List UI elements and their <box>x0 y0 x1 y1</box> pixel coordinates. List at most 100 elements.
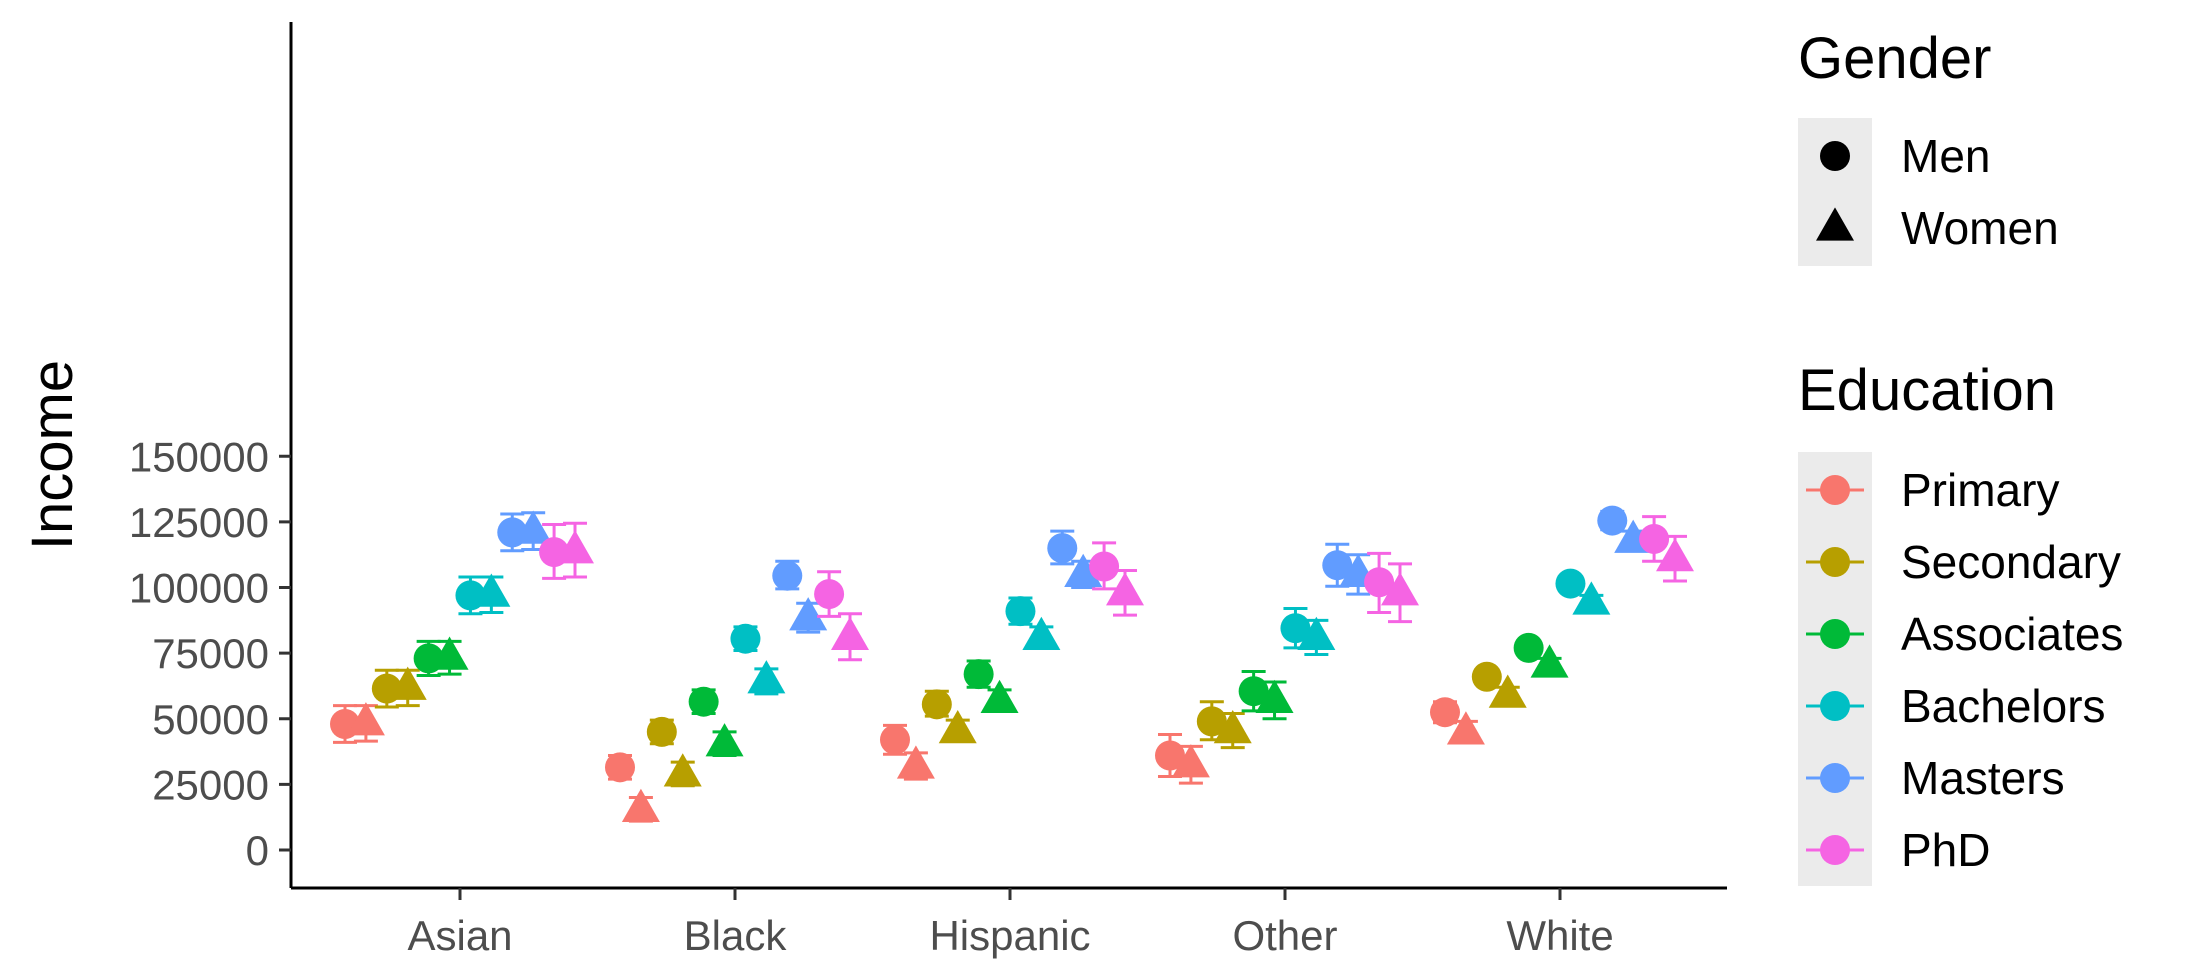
point-group-secondary-men-white <box>1471 661 1502 692</box>
point-masters-women-hispanic <box>1064 553 1103 588</box>
point-group-bachelors-men-black <box>730 623 761 654</box>
education-legend-label-masters: Masters <box>1901 752 2065 804</box>
point-group-secondary-men-hispanic <box>921 689 952 720</box>
point-group-primary-women-white <box>1446 711 1485 745</box>
point-primary-women-hispanic <box>896 745 935 779</box>
point-phd-men-other <box>1364 567 1395 598</box>
point-secondary-women-black <box>663 753 702 787</box>
point-phd-men-black <box>814 579 845 610</box>
y-tick-label: 100000 <box>129 565 269 612</box>
point-primary-men-black <box>605 752 635 783</box>
point-group-bachelors-women-white <box>1572 581 1611 615</box>
x-tick-label-white: White <box>1506 912 1613 959</box>
point-secondary-women-white <box>1488 674 1527 708</box>
gender-legend-title: Gender <box>1798 26 1991 91</box>
y-tick-label: 0 <box>246 827 269 874</box>
point-group-primary-women-other <box>1171 744 1210 785</box>
point-group-primary-women-hispanic <box>896 745 935 781</box>
point-group-associates-men-hispanic <box>963 659 994 690</box>
point-group-secondary-women-other <box>1213 709 1252 750</box>
point-group-masters-men-white <box>1597 505 1628 536</box>
point-group-secondary-women-hispanic <box>938 709 977 744</box>
point-secondary-women-hispanic <box>938 709 977 744</box>
point-associates-women-asian <box>430 636 469 670</box>
education-legend-label-secondary: Secondary <box>1901 536 2121 588</box>
point-masters-women-black <box>789 597 828 631</box>
education-legend-key-masters <box>1820 763 1850 793</box>
point-group-secondary-women-asian <box>388 666 427 708</box>
point-group-bachelors-women-other <box>1297 616 1336 656</box>
point-associates-men-other <box>1238 676 1269 707</box>
point-group-bachelors-men-hispanic <box>1005 596 1036 627</box>
y-tick-label: 125000 <box>129 499 269 546</box>
point-primary-men-white <box>1430 697 1460 728</box>
point-group-masters-men-black <box>772 559 803 591</box>
point-phd-women-hispanic <box>1106 572 1144 606</box>
point-bachelors-men-black <box>730 623 761 654</box>
point-group-phd-women-asian <box>556 521 594 579</box>
y-tick-label: 150000 <box>129 433 269 480</box>
point-group-bachelors-women-black <box>747 660 786 696</box>
point-secondary-men-hispanic <box>921 689 952 720</box>
education-legend-key-associates <box>1820 619 1850 649</box>
point-associates-women-other <box>1255 679 1294 714</box>
point-associates-women-black <box>705 723 744 757</box>
point-primary-women-white <box>1446 711 1485 745</box>
x-tick-label-other: Other <box>1232 912 1337 959</box>
point-group-associates-women-white <box>1530 644 1569 678</box>
y-tick-label: 75000 <box>152 630 269 677</box>
education-legend-title: Education <box>1798 358 2056 423</box>
education-legend-key-bachelors <box>1820 691 1850 721</box>
education-legend-label-phd: PhD <box>1901 824 1990 876</box>
x-tick-label-black: Black <box>684 912 788 959</box>
point-group-associates-women-hispanic <box>980 679 1019 714</box>
education-legend-key-bg <box>1798 452 1872 886</box>
point-group-phd-men-white <box>1639 515 1670 563</box>
point-group-phd-women-black <box>831 612 869 662</box>
point-group-primary-men-hispanic <box>880 723 910 756</box>
gender-legend-label-men: Men <box>1901 130 1990 182</box>
point-masters-women-asian <box>514 510 553 544</box>
point-associates-women-hispanic <box>980 679 1019 714</box>
point-phd-men-hispanic <box>1089 551 1120 582</box>
point-masters-men-white <box>1597 505 1628 536</box>
point-group-associates-women-other <box>1255 679 1294 721</box>
point-associates-men-hispanic <box>963 659 994 690</box>
point-bachelors-women-other <box>1297 616 1336 651</box>
education-legend-label-primary: Primary <box>1901 464 2059 516</box>
point-phd-men-white <box>1639 523 1670 554</box>
point-group-phd-women-white <box>1656 534 1694 583</box>
point-associates-men-black <box>688 686 719 717</box>
point-secondary-men-other <box>1196 706 1227 737</box>
point-group-bachelors-men-other <box>1280 607 1311 650</box>
gender-legend-key-women <box>1816 207 1854 241</box>
point-primary-men-hispanic <box>880 724 910 755</box>
point-masters-men-hispanic <box>1047 533 1078 564</box>
y-tick-label: 25000 <box>152 761 269 808</box>
point-group-masters-women-black <box>789 597 828 634</box>
point-secondary-men-black <box>646 716 677 747</box>
point-primary-women-other <box>1171 744 1210 778</box>
point-masters-men-other <box>1322 550 1353 581</box>
axes <box>289 22 1727 890</box>
point-phd-women-black <box>831 616 869 651</box>
point-group-phd-women-hispanic <box>1106 568 1144 617</box>
point-bachelors-women-black <box>747 660 786 694</box>
point-group-associates-men-black <box>688 686 719 717</box>
point-phd-women-asian <box>556 530 594 564</box>
education-legend-label-bachelors: Bachelors <box>1901 680 2106 732</box>
point-group-secondary-women-black <box>663 753 702 788</box>
point-group-bachelors-women-hispanic <box>1022 616 1061 651</box>
point-group-primary-men-black <box>605 752 635 783</box>
point-associates-men-white <box>1513 632 1544 663</box>
education-legend-key-secondary <box>1820 547 1850 577</box>
gender-legend-label-women: Women <box>1901 202 2059 254</box>
point-group-phd-women-other <box>1381 562 1419 624</box>
point-group-primary-men-white <box>1430 697 1460 728</box>
point-group-bachelors-men-white <box>1555 568 1586 599</box>
point-group-primary-women-asian <box>346 702 385 743</box>
gender-legend-key-men <box>1820 141 1850 171</box>
education-legend: Education Primary Secondary Associates Bach… <box>1798 358 2123 886</box>
point-secondary-women-asian <box>388 666 427 700</box>
point-group-associates-women-black <box>705 723 744 757</box>
